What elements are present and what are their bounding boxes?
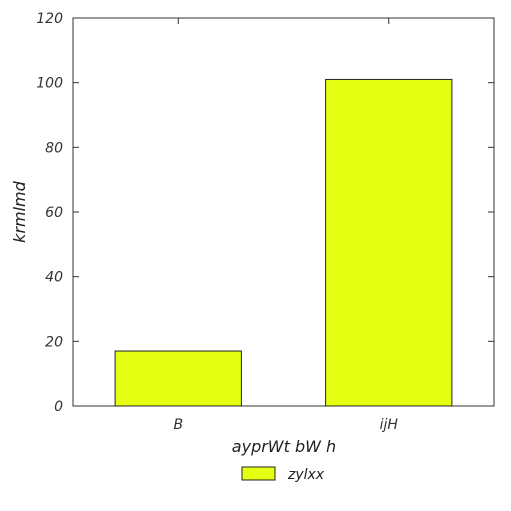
legend: zylxx: [241, 466, 325, 483]
legend-label: zylxx: [287, 467, 325, 483]
y-tick-label: 100: [36, 76, 63, 92]
y-tick-label: 40: [45, 270, 63, 286]
bar-series: [114, 78, 453, 407]
bar-B: [114, 350, 242, 407]
y-tick-label: 60: [45, 205, 63, 221]
x-axis-title: ayprWt bW h: [232, 437, 336, 456]
y-axis-title: krmlmd: [10, 180, 29, 242]
legend-swatch: [241, 466, 276, 481]
x-tick-label: B: [173, 417, 183, 433]
y-tick-label: 20: [45, 334, 63, 350]
y-tick-label: 0: [54, 399, 63, 415]
x-tick-label: ijH: [380, 417, 399, 433]
y-axis-ticks: 0 20 40 60 80 100 120: [36, 11, 494, 415]
y-tick-label: 120: [36, 11, 63, 27]
y-tick-label: 80: [45, 140, 63, 156]
bar-ijH: [325, 78, 453, 407]
